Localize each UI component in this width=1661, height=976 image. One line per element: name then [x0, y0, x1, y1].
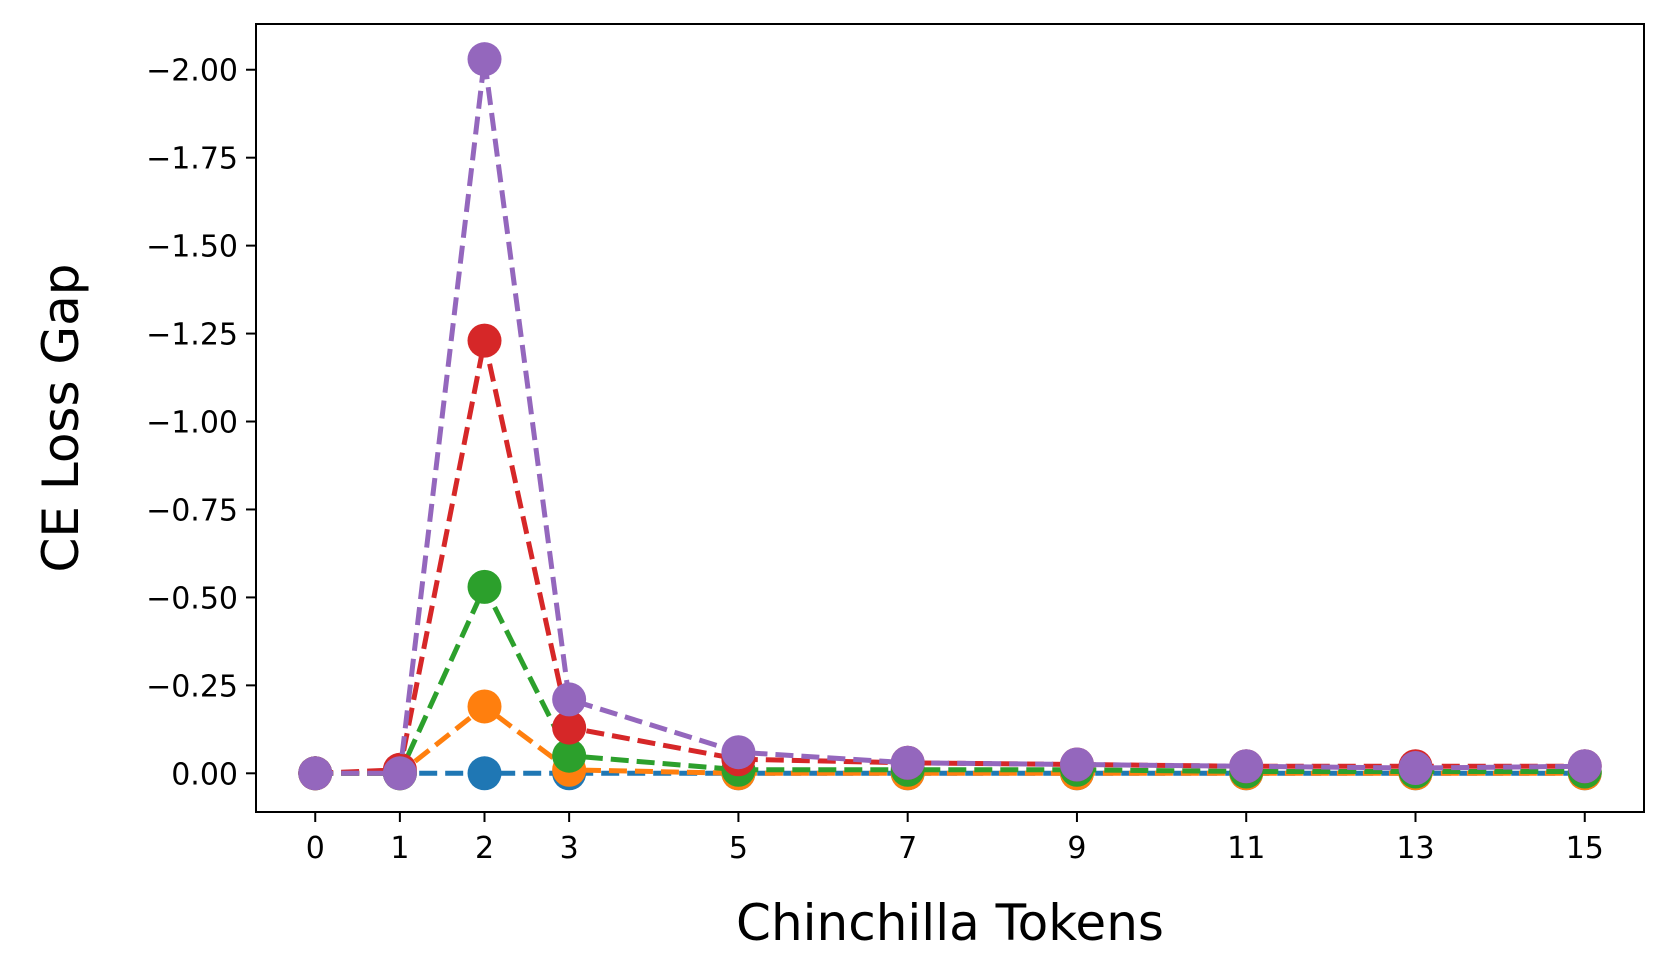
series-layer [298, 42, 1602, 791]
data-point [1567, 749, 1602, 784]
y-tick-label: −0.25 [146, 669, 238, 704]
data-point [1398, 751, 1433, 786]
x-tick-label: 11 [1227, 831, 1265, 866]
data-point [1229, 749, 1264, 784]
x-tick-label: 5 [729, 831, 748, 866]
x-tick-label: 13 [1396, 831, 1434, 866]
x-axis-label: Chinchilla Tokens [736, 894, 1164, 952]
data-point [467, 689, 502, 724]
y-tick-label: −1.00 [146, 406, 238, 441]
x-tick-label: 15 [1566, 831, 1604, 866]
y-axis-label: CE Loss Gap [32, 263, 90, 572]
y-tick-label: −0.75 [146, 493, 238, 528]
series-line [315, 340, 1585, 776]
plot-frame [255, 23, 1645, 813]
data-point [467, 569, 502, 604]
x-ticks: 0 1 2 3 5 7 9 11 13 15 [306, 812, 1604, 866]
series-5 [298, 42, 1602, 791]
x-tick-label: 1 [390, 831, 409, 866]
data-point [382, 756, 417, 791]
y-tick-label: 0.00 [171, 757, 238, 792]
y-tick-label: −0.50 [146, 581, 238, 616]
data-point [1059, 747, 1094, 782]
data-point [467, 323, 502, 358]
y-tick-label: −2.00 [146, 54, 238, 89]
data-point [721, 735, 756, 770]
data-point [890, 745, 925, 780]
x-tick-label: 3 [560, 831, 579, 866]
y-tick-label: −1.25 [146, 318, 238, 353]
data-point [552, 738, 587, 773]
y-tick-label: −1.75 [146, 142, 238, 177]
x-tick-label: 2 [475, 831, 494, 866]
y-ticks: 0.00 −0.25 −0.50 −0.75 −1.00 −1.25 −1.50 −1.75 −… [146, 54, 256, 792]
series-line [315, 58, 1585, 776]
x-tick-label: 9 [1067, 831, 1086, 866]
data-point [467, 42, 502, 77]
data-point [467, 756, 502, 791]
data-point [552, 710, 587, 745]
x-tick-label: 7 [898, 831, 917, 866]
data-point [298, 756, 333, 791]
series-line [315, 703, 1585, 776]
x-tick-label: 0 [306, 831, 325, 866]
series-line [315, 581, 1585, 776]
y-tick-label: −1.50 [146, 230, 238, 265]
data-point [552, 682, 587, 717]
